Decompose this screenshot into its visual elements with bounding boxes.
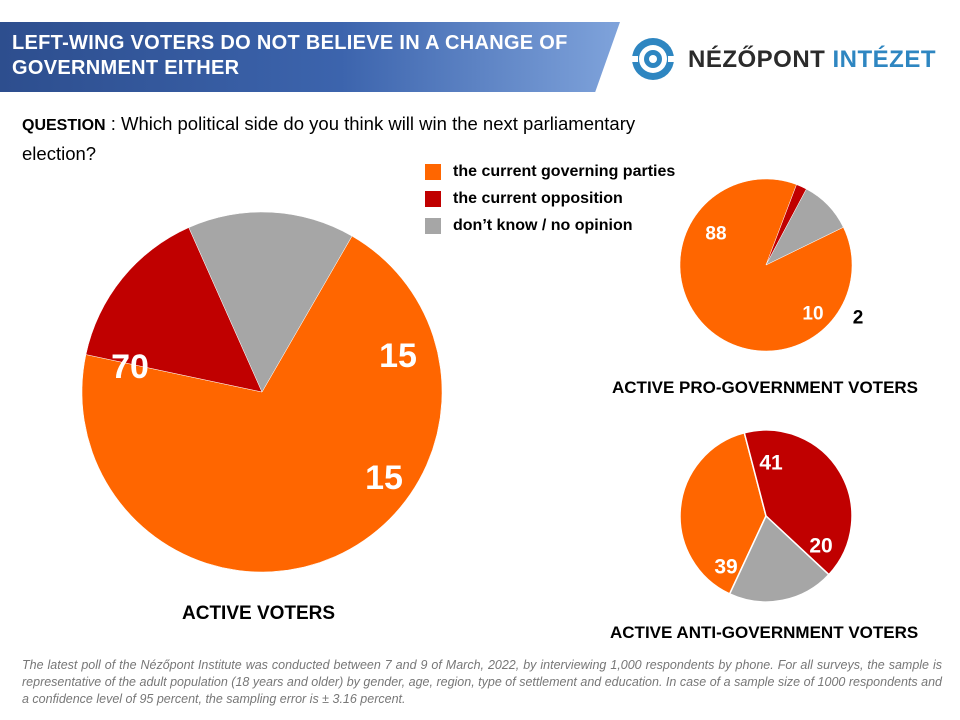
methodology-footnote: The latest poll of the Nézőpont Institut… bbox=[22, 658, 942, 706]
data-label-dont-know: 20 bbox=[809, 535, 832, 558]
logo-wordmark: NÉZŐPONT INTÉZET bbox=[688, 46, 936, 74]
legend-label: the current opposition bbox=[453, 189, 623, 207]
question-label: QUESTION bbox=[22, 117, 106, 134]
data-label-opposition: 15 bbox=[379, 337, 417, 375]
data-label-governing: 39 bbox=[714, 556, 737, 579]
data-label-opposition: 2 bbox=[853, 308, 864, 329]
legend-item-dont-know: don’t know / no opinion bbox=[425, 212, 675, 239]
target-logo-icon bbox=[630, 38, 676, 80]
title-banner bbox=[0, 22, 620, 92]
legend-label: the current governing parties bbox=[453, 162, 676, 180]
legend-item-opposition: the current opposition bbox=[425, 185, 675, 212]
page-title: LEFT-WING VOTERS DO NOT BELIEVE IN A CHA… bbox=[12, 32, 568, 79]
data-label-governing: 88 bbox=[705, 224, 726, 245]
chart-title-active-voters: ACTIVE VOTERS bbox=[182, 603, 336, 624]
legend-swatch bbox=[425, 217, 441, 234]
pie-chart-active-voters: 70 15 15 bbox=[81, 211, 443, 573]
pie-chart-anti-government: 39 41 20 bbox=[679, 429, 853, 603]
logo-text-dark: NÉZŐPONT bbox=[688, 46, 826, 73]
logo-text-blue: INTÉZET bbox=[832, 46, 937, 73]
legend-item-governing: the current governing parties bbox=[425, 158, 675, 185]
question-text: : Which political side do you think will… bbox=[22, 113, 636, 164]
pie-slice-opposition bbox=[743, 429, 853, 576]
survey-question: QUESTION : Which political side do you t… bbox=[22, 110, 702, 168]
data-label-opposition: 41 bbox=[759, 452, 783, 475]
legend-swatch bbox=[425, 163, 441, 180]
pie-slice-governing bbox=[679, 178, 853, 352]
legend-swatch bbox=[425, 190, 441, 207]
data-label-dont-know: 10 bbox=[802, 304, 823, 325]
pie-slice-governing bbox=[81, 235, 443, 573]
pie-slice-opposition bbox=[85, 227, 263, 393]
pie-chart-pro-government: 88 2 10 bbox=[679, 178, 864, 352]
pie-slice-dont-know bbox=[728, 514, 830, 603]
nezopont-logo: NÉZŐPONT INTÉZET bbox=[630, 36, 936, 82]
chart-title-pro-government: ACTIVE PRO-GOVERNMENT VOTERS bbox=[612, 378, 919, 397]
chart-legend: the current governing parties the curren… bbox=[425, 158, 675, 239]
data-label-governing: 70 bbox=[111, 348, 149, 386]
pie-slice-governing bbox=[679, 431, 767, 595]
data-label-dont-know: 15 bbox=[365, 459, 403, 497]
pie-slice-dont-know bbox=[765, 188, 844, 266]
legend-label: don’t know / no opinion bbox=[453, 216, 633, 234]
pie-slice-dont-know bbox=[188, 211, 353, 393]
chart-title-anti-government: ACTIVE ANTI-GOVERNMENT VOTERS bbox=[610, 623, 919, 642]
